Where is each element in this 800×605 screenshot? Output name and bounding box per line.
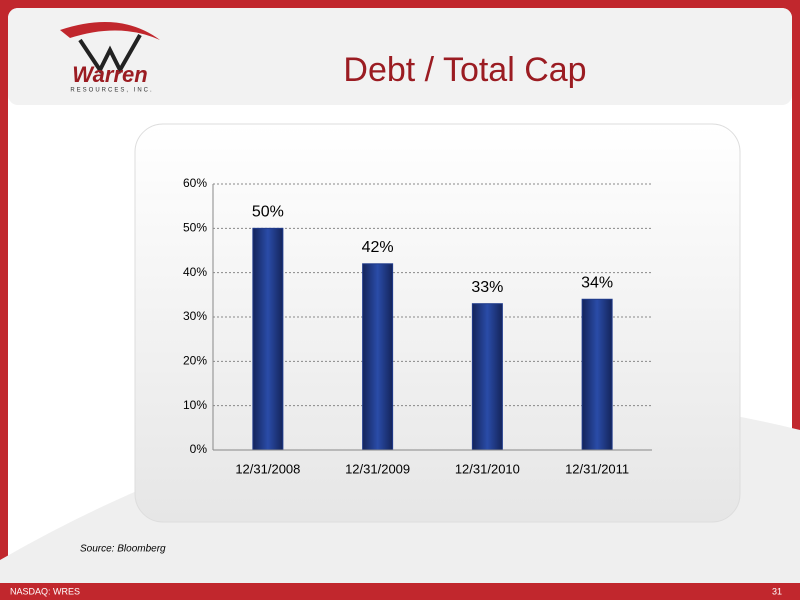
header-band bbox=[8, 8, 792, 105]
x-tick-label: 12/31/2011 bbox=[565, 461, 629, 476]
y-tick-label: 40% bbox=[183, 265, 207, 279]
logo-sub: RESOURCES, INC. bbox=[70, 88, 153, 94]
y-tick-label: 10% bbox=[183, 398, 207, 412]
x-tick-label: 12/31/2010 bbox=[455, 461, 520, 476]
bar bbox=[362, 263, 394, 451]
value-label: 50% bbox=[252, 204, 284, 221]
bar bbox=[252, 227, 284, 451]
value-label: 42% bbox=[362, 239, 394, 256]
bar bbox=[471, 303, 503, 451]
page-number: 31 bbox=[772, 586, 782, 596]
slide-title: Debt / Total Cap bbox=[343, 51, 586, 89]
source-note: Source: Bloomberg bbox=[80, 544, 166, 555]
y-tick-label: 20% bbox=[183, 354, 207, 368]
y-tick-label: 60% bbox=[183, 176, 207, 190]
x-tick-label: 12/31/2009 bbox=[345, 461, 410, 476]
y-tick-label: 0% bbox=[190, 442, 208, 456]
logo-name: Warren bbox=[72, 62, 147, 87]
y-tick-label: 50% bbox=[183, 221, 207, 235]
x-tick-label: 12/31/2008 bbox=[235, 461, 300, 476]
value-label: 34% bbox=[581, 274, 613, 291]
bar bbox=[581, 298, 613, 451]
y-tick-label: 30% bbox=[183, 309, 207, 323]
footer: NASDAQ: WRES bbox=[10, 586, 80, 596]
value-label: 33% bbox=[471, 279, 503, 296]
logo-w bbox=[78, 34, 142, 75]
logo-swoosh bbox=[60, 22, 160, 40]
